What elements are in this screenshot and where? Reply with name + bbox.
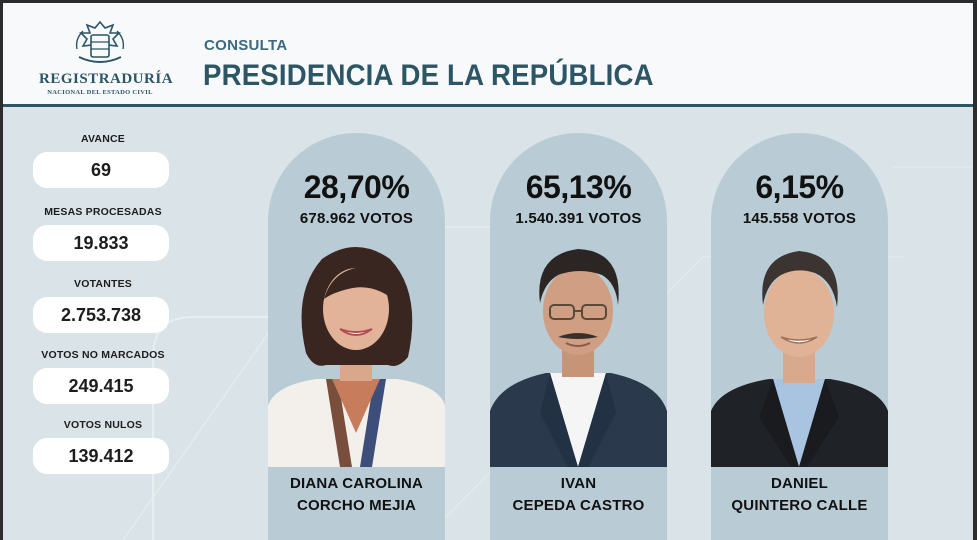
candidate-name-line1: DANIEL — [770, 475, 829, 492]
logo-subtitle: NACIONAL DEL ESTADO CIVIL — [47, 89, 153, 96]
candidate-name-line1: DIANA CAROLINA — [289, 475, 424, 492]
logo-name: REGISTRADURÍA — [39, 71, 174, 87]
candidate-name: DIANA CAROLINA CORCHO MEJIA — [268, 473, 445, 517]
stat-votantes: VOTANTES 2.753.738 — [33, 278, 173, 333]
page-subtitle: CONSULTA — [204, 37, 288, 54]
stat-value: 2.753.738 — [33, 297, 169, 333]
stat-votos-no-marcados: VOTOS NO MARCADOS 249.415 — [33, 349, 173, 404]
candidate-card: 6,15% 145.558 VOTOS DANIEL QUINTERO CALL… — [711, 133, 888, 540]
stat-label: VOTOS NULOS — [63, 419, 143, 431]
stat-label: MESAS PROCESADAS — [44, 206, 162, 218]
stat-mesas-procesadas: MESAS PROCESADAS 19.833 — [33, 206, 173, 261]
candidate-name-line2: CORCHO MEJIA — [296, 497, 417, 514]
coat-of-arms-icon — [75, 20, 125, 63]
candidate-photo — [490, 233, 667, 467]
stat-label: VOTOS NO MARCADOS — [41, 349, 165, 361]
candidate-card: 28,70% 678.962 VOTOS DIANA CAROLINA CORC… — [268, 133, 445, 540]
candidate-card: 65,13% 1.540.391 VOTOS IVAN CEPEDA CASTR… — [490, 133, 667, 540]
candidate-name: DANIEL QUINTERO CALLE — [711, 473, 888, 517]
candidate-percent: 6,15% — [755, 169, 844, 205]
candidate-percent: 65,13% — [525, 169, 632, 205]
registraduria-logo: REGISTRADURÍA NACIONAL DEL ESTADO CIVIL — [39, 19, 174, 99]
results-panel: REGISTRADURÍA NACIONAL DEL ESTADO CIVIL … — [3, 3, 973, 540]
header: REGISTRADURÍA NACIONAL DEL ESTADO CIVIL … — [3, 3, 973, 107]
stat-value: 69 — [33, 152, 169, 188]
candidate-votes: 1.540.391 VOTOS — [515, 210, 642, 227]
stat-value: 249.415 — [33, 368, 169, 404]
candidate-name-line2: CEPEDA CASTRO — [512, 497, 645, 514]
candidate-votes: 678.962 VOTOS — [299, 210, 414, 227]
stat-value: 139.412 — [33, 438, 169, 474]
stat-label: VOTANTES — [74, 278, 132, 290]
candidate-name-line1: IVAN — [560, 475, 597, 492]
stat-avance: AVANCE 69 — [33, 133, 173, 188]
page-title: PRESIDENCIA DE LA REPÚBLICA — [203, 59, 654, 92]
stat-value: 19.833 — [33, 225, 169, 261]
candidate-votes: 145.558 VOTOS — [742, 210, 857, 227]
stat-label: AVANCE — [81, 133, 125, 145]
candidate-name: IVAN CEPEDA CASTRO — [490, 473, 667, 517]
candidate-photo — [268, 233, 445, 467]
stat-votos-nulos: VOTOS NULOS 139.412 — [33, 419, 173, 474]
candidate-percent: 28,70% — [303, 169, 410, 205]
candidate-photo — [711, 233, 888, 467]
candidate-name-line2: QUINTERO CALLE — [731, 497, 868, 514]
